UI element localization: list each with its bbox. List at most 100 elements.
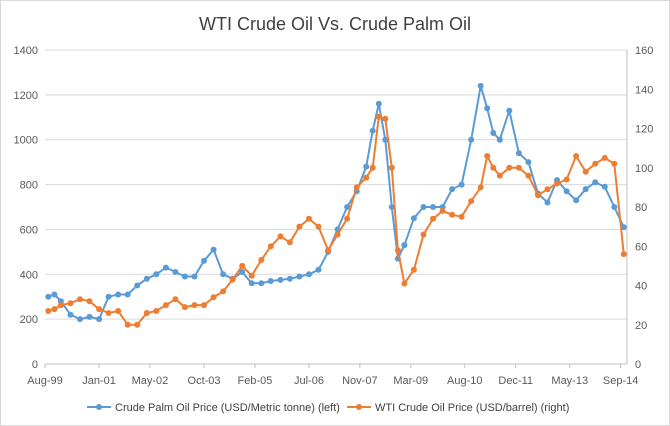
data-point-wti	[490, 164, 497, 171]
data-point-palm-oil	[515, 150, 522, 157]
data-point-palm-oil	[563, 188, 570, 195]
right-axis-tick-label: 40	[635, 281, 647, 293]
x-axis-tick-label: Jan-01	[82, 375, 116, 387]
data-point-palm-oil	[306, 271, 312, 278]
data-point-palm-oil	[582, 186, 589, 193]
right-axis: 0 20 40 60 80 100 120 140 160	[626, 45, 653, 371]
data-point-palm-oil	[277, 276, 284, 283]
data-point-wti	[45, 308, 52, 314]
data-point-palm-oil	[410, 215, 417, 222]
data-point-wti	[277, 233, 284, 240]
data-point-palm-oil	[544, 199, 551, 206]
data-point-wti	[394, 247, 401, 254]
data-point-palm-oil	[191, 273, 198, 280]
data-point-wti	[325, 247, 332, 254]
data-point-wti	[449, 211, 456, 218]
data-point-palm-oil	[172, 269, 179, 275]
data-point-wti	[210, 294, 217, 301]
data-point-palm-oil	[86, 313, 93, 320]
data-point-wti	[544, 186, 551, 193]
right-axis-tick-label: 140	[635, 84, 653, 96]
right-axis-tick-label: 120	[635, 124, 653, 136]
data-point-wti	[201, 302, 207, 309]
data-point-wti	[220, 288, 227, 295]
data-point-wti	[388, 164, 395, 171]
right-axis-tick-label: 80	[635, 202, 647, 214]
data-point-palm-oil	[67, 311, 74, 318]
data-point-palm-oil	[239, 269, 246, 275]
data-point-wti	[582, 168, 589, 175]
data-point-wti	[484, 153, 491, 159]
data-point-wti	[573, 153, 580, 159]
left-axis-tick-label: 800	[20, 180, 38, 192]
data-point-wti	[239, 262, 246, 269]
data-point-palm-oil	[401, 242, 408, 249]
data-point-palm-oil	[525, 159, 532, 166]
data-point-palm-oil	[375, 100, 382, 107]
x-axis-tick-label: Oct-03	[188, 375, 221, 387]
data-point-palm-oil	[611, 204, 618, 210]
right-axis-tick-label: 0	[635, 359, 641, 371]
data-point-wti	[375, 113, 382, 120]
data-point-wti	[430, 215, 436, 222]
data-point-wti	[439, 207, 446, 214]
x-axis-tick-label: May-13	[551, 375, 588, 387]
data-point-wti	[296, 223, 303, 230]
data-point-wti	[306, 215, 312, 222]
data-point-wti	[382, 115, 389, 122]
left-axis-tick-label: 1000	[14, 135, 38, 147]
data-point-palm-oil	[449, 186, 456, 193]
data-point-wti	[468, 198, 475, 205]
data-point-wti	[525, 172, 532, 179]
legend-label-wti: WTI Crude Oil Price (USD/barrel) (right)	[375, 402, 569, 414]
data-point-wti	[57, 302, 64, 309]
left-axis-tick-label: 0	[32, 359, 38, 371]
data-point-wti	[67, 300, 74, 307]
data-point-wti	[258, 257, 265, 263]
data-point-wti	[96, 306, 103, 313]
data-point-palm-oil	[45, 293, 52, 300]
data-point-palm-oil	[382, 136, 389, 143]
legend-item-palm-oil: Crude Palm Oil Price (USD/Metric tonne) …	[87, 402, 340, 414]
legend-marker-palm-oil	[96, 404, 102, 410]
left-axis-tick-label: 200	[20, 314, 38, 326]
series-palm-oil	[45, 82, 627, 323]
data-point-palm-oil	[344, 204, 351, 210]
data-point-wti	[369, 164, 376, 171]
data-point-wti	[334, 231, 341, 238]
data-point-wti	[191, 302, 198, 309]
data-point-palm-oil	[201, 257, 207, 264]
x-axis-tick-label: Aug-99	[27, 375, 62, 387]
left-axis: 0 200 400 600 800 1000 1200 1400	[14, 45, 38, 371]
x-axis-tick-label: Jul-06	[294, 375, 324, 387]
left-axis-tick-label: 400	[20, 269, 38, 281]
data-point-palm-oil	[143, 275, 150, 282]
data-point-wti	[458, 213, 465, 220]
x-axis-tick-label: Feb-05	[237, 375, 272, 387]
data-point-palm-oil	[162, 264, 169, 271]
x-axis: Aug-99 Jan-01 May-02 Oct-03 Feb-05 Jul-06 Nov-…	[27, 364, 638, 387]
data-point-wti	[592, 160, 599, 167]
data-point-palm-oil	[573, 197, 580, 204]
data-point-palm-oil	[601, 183, 608, 190]
x-axis-tick-label: May-02	[132, 375, 169, 387]
right-axis-tick-label: 160	[635, 45, 653, 57]
data-point-wti	[611, 160, 618, 167]
data-point-palm-oil	[420, 204, 427, 210]
data-point-palm-oil	[258, 280, 265, 287]
data-point-wti	[77, 296, 83, 303]
data-point-palm-oil	[220, 271, 227, 278]
data-point-palm-oil	[363, 163, 370, 170]
data-point-palm-oil	[286, 275, 293, 282]
left-axis-tick-label: 600	[20, 224, 38, 236]
data-point-palm-oil	[477, 82, 484, 89]
data-point-wti	[153, 308, 160, 314]
x-axis-tick-label: Mar-09	[393, 375, 428, 387]
data-point-wti	[134, 321, 141, 328]
data-point-wti	[315, 223, 322, 230]
series-group	[45, 82, 627, 328]
data-point-palm-oil	[496, 136, 503, 143]
data-point-palm-oil	[115, 291, 122, 298]
